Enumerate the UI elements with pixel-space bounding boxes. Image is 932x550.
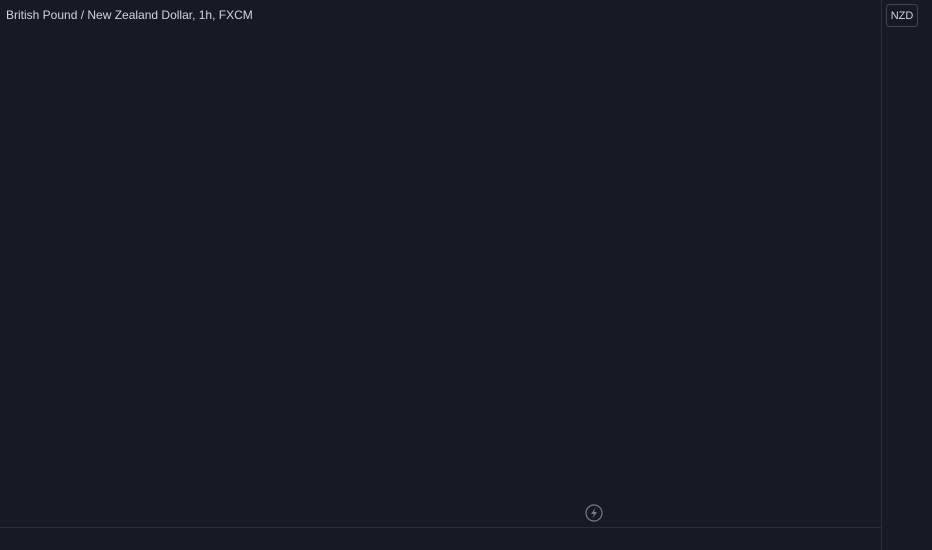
chart-title: British Pound / New Zealand Dollar, 1h, … <box>6 8 253 22</box>
replay-icon[interactable] <box>585 504 603 522</box>
currency[interactable]: NZD <box>891 10 914 22</box>
currency-box[interactable] <box>886 4 918 27</box>
